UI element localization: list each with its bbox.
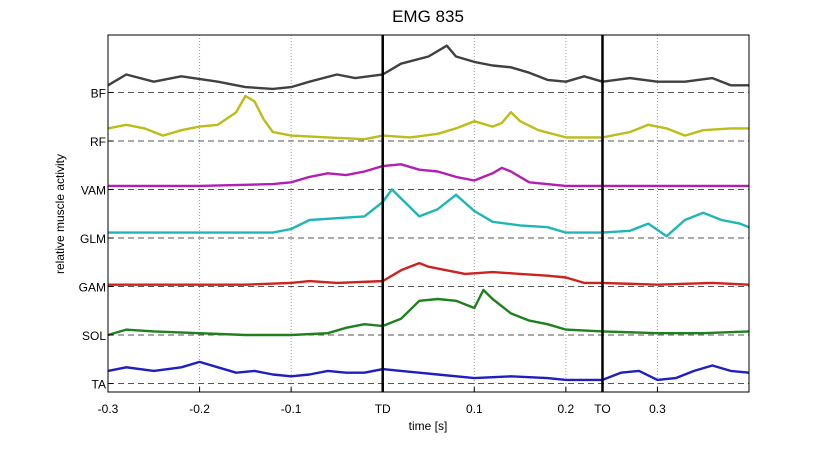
chart-title: EMG 835 <box>392 7 464 26</box>
y-axis-muscle-labels: BF RF VAM GLM GAM SOL TA <box>79 87 113 392</box>
muscle-label-gam: GAM <box>79 281 106 295</box>
muscle-label-ta: TA <box>92 378 106 392</box>
x-axis-ticks: -0.3 -0.2 -0.1 TD 0.1 0.2 TO 0.3 <box>98 387 666 416</box>
x-tick-label: -0.3 <box>98 402 119 416</box>
series-line-sol <box>107 288 750 337</box>
muscle-label-glm: GLM <box>80 232 106 246</box>
series-line-vam <box>108 163 749 188</box>
x-axis-label: time [s] <box>409 419 448 433</box>
muscle-label-rf: RF <box>90 135 106 149</box>
x-tick-label: 0.2 <box>558 402 575 416</box>
x-tick-label: -0.1 <box>281 402 302 416</box>
event-lines <box>381 35 604 392</box>
x-tick-label: 0.1 <box>466 402 483 416</box>
muscle-label-vam: VAM <box>81 184 106 198</box>
muscle-label-sol: SOL <box>82 329 106 343</box>
x-tick-label: TO <box>594 402 610 416</box>
muscle-label-bf: BF <box>91 87 106 101</box>
y-axis-label: relative muscle activity <box>53 154 67 274</box>
x-tick-label: 0.3 <box>649 402 666 416</box>
series-line-bf <box>107 44 749 91</box>
baselines <box>108 92 749 384</box>
x-tick-label: -0.2 <box>189 402 210 416</box>
series-line-ta <box>107 360 750 382</box>
x-tick-label: TD <box>375 402 391 416</box>
plot-frame <box>107 34 750 393</box>
series-line-gam <box>108 261 750 286</box>
series-line-rf <box>107 94 749 141</box>
series-group <box>107 44 750 382</box>
series-line-glm <box>108 188 750 238</box>
